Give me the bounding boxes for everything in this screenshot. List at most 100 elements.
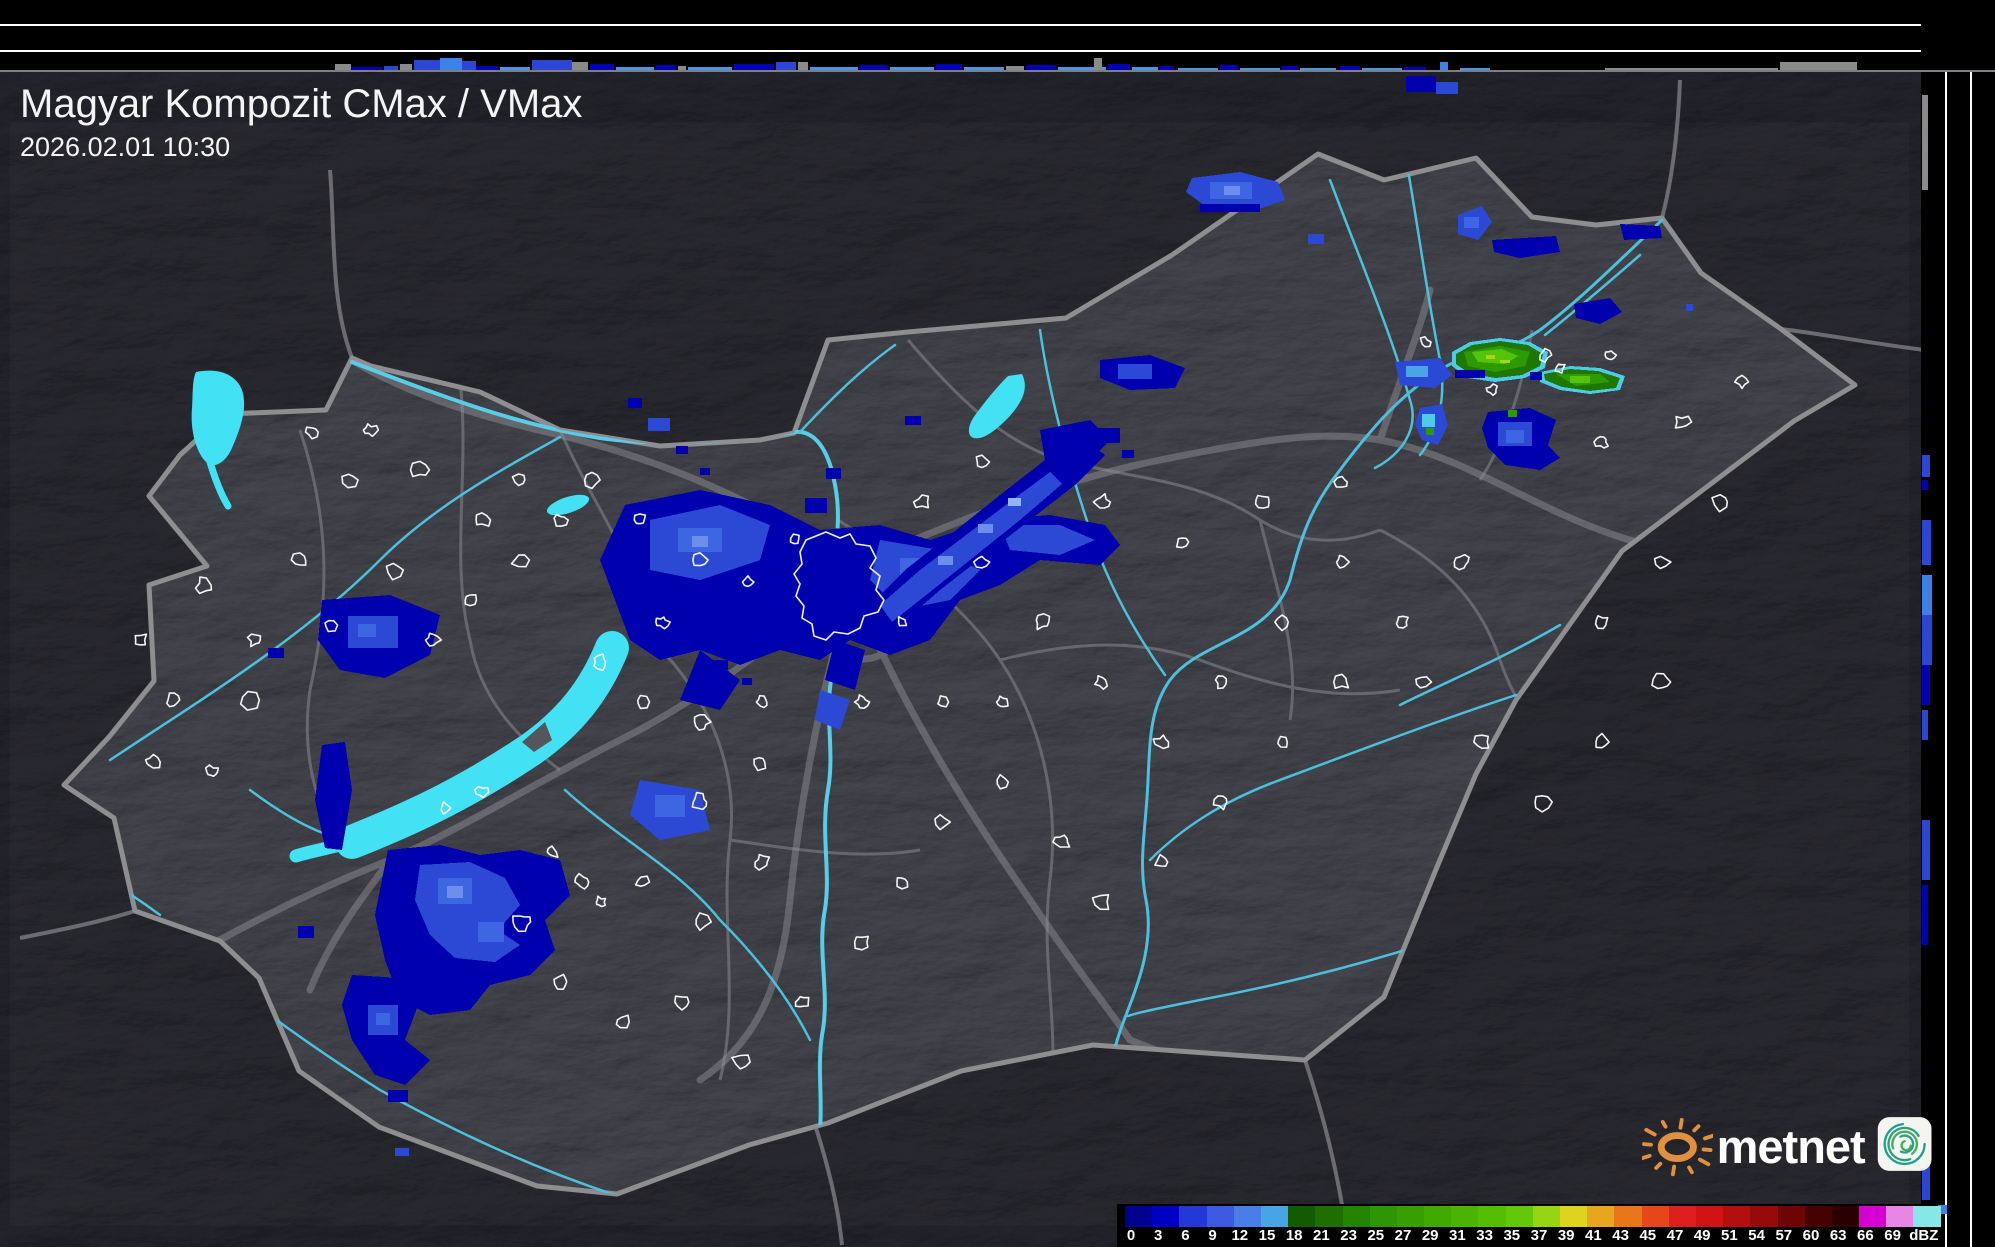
dbz-label-0: 0 <box>1126 1227 1136 1244</box>
dbz-cell-63 <box>1831 1206 1860 1227</box>
town-outline <box>633 513 647 525</box>
dbz-label-49: 49 <box>1693 1227 1711 1244</box>
town-outline <box>1604 350 1618 361</box>
sun-icon <box>1642 1117 1713 1177</box>
town-outline <box>897 616 908 627</box>
town-outline <box>144 753 161 769</box>
dbz-label-12: 12 <box>1231 1227 1249 1244</box>
dbz-cell-15 <box>1260 1206 1289 1227</box>
dbz-cell-33 <box>1478 1206 1506 1227</box>
town-outline <box>246 633 262 648</box>
town-outline <box>693 714 712 731</box>
town-outline <box>424 632 443 647</box>
right-profile-mark <box>1922 885 1928 945</box>
town-outline <box>853 694 871 709</box>
right-profile-mark <box>1922 455 1930 477</box>
town-outline <box>934 814 952 831</box>
dbz-label-23: 23 <box>1340 1227 1357 1244</box>
dbz-label-41: 41 <box>1585 1227 1602 1244</box>
dbz-label-39: 39 <box>1557 1227 1575 1244</box>
top-profile-mark <box>1178 68 1218 70</box>
top-profile-panel <box>0 0 1995 72</box>
dbz-cell-18 <box>1288 1206 1316 1227</box>
right-panel-gridline-10km <box>1970 72 1972 1247</box>
town-outline <box>440 801 452 815</box>
top-profile-mark <box>1006 66 1024 70</box>
dbz-cell-0 <box>1125 1206 1153 1227</box>
top-profile-mark <box>462 61 476 70</box>
dbz-unit-label: dBZ <box>1909 1227 1939 1244</box>
town-outline <box>634 875 651 887</box>
town-outline <box>1595 732 1610 749</box>
dbz-label-43: 43 <box>1612 1227 1629 1244</box>
top-profile-mark <box>1220 65 1238 70</box>
town-outline <box>754 853 771 871</box>
town-outline <box>615 1014 630 1029</box>
metnet-logo: metnet <box>1642 1098 1932 1190</box>
top-profile-mark <box>810 67 858 70</box>
dbz-cell-41 <box>1587 1206 1615 1227</box>
dbz-label-57: 57 <box>1775 1227 1793 1244</box>
town-outline <box>1333 475 1348 488</box>
right-profile-mark <box>1922 520 1931 565</box>
town-outline <box>362 423 380 438</box>
top-profile-mark <box>400 64 412 70</box>
town-outline <box>1333 673 1350 689</box>
town-outline <box>789 533 800 545</box>
top-profile-mark <box>1440 62 1448 70</box>
top-profile-mark <box>1780 62 1857 70</box>
dbz-legend: 0 3 6 9 12 15 18 21 23 25 27 29 31 33 35 37 39 41 43 45 47 49… <box>1117 1204 1941 1247</box>
top-profile-mark <box>384 66 398 70</box>
town-outline <box>1473 734 1490 750</box>
dbz-label-18: 18 <box>1285 1227 1303 1244</box>
town-outline <box>691 791 708 811</box>
dbz-label-25: 25 <box>1367 1227 1385 1244</box>
town-outline <box>475 512 492 527</box>
town-outline <box>1419 336 1432 348</box>
town-outline <box>912 494 930 509</box>
town-outline <box>290 552 307 566</box>
town-outline <box>755 694 768 709</box>
dbz-cell-49 <box>1695 1206 1724 1227</box>
dbz-cell-54 <box>1750 1206 1778 1227</box>
dbz-label-27: 27 <box>1394 1227 1412 1244</box>
town-outline <box>510 554 531 568</box>
town-outline <box>1395 615 1409 629</box>
dbz-cell-43 <box>1614 1206 1642 1227</box>
town-outline <box>1554 363 1566 374</box>
town-outline <box>655 616 671 630</box>
town-outline <box>741 575 755 588</box>
dbz-cell-overflow <box>1913 1206 1941 1227</box>
town-outline <box>511 473 526 487</box>
town-outline <box>937 695 950 708</box>
top-profile-mark <box>335 64 351 70</box>
town-outline <box>1277 735 1288 748</box>
town-outline <box>166 692 181 708</box>
top-profile-mark <box>352 67 382 70</box>
town-outline <box>553 973 568 990</box>
right-profile-mark <box>1922 710 1928 740</box>
dbz-cell-69 <box>1886 1206 1914 1227</box>
dbz-cell-9 <box>1206 1206 1234 1227</box>
dbz-label-6: 6 <box>1181 1227 1190 1244</box>
town-outline <box>583 471 601 490</box>
dbz-cell-3 <box>1152 1206 1180 1227</box>
dbz-label-63: 63 <box>1829 1227 1847 1244</box>
town-outline <box>674 995 690 1011</box>
town-outline <box>474 785 490 799</box>
town-outline <box>1254 494 1270 509</box>
town-outline <box>1653 555 1672 570</box>
dbz-label-21: 21 <box>1313 1227 1330 1244</box>
town-outline <box>1335 554 1350 569</box>
dbz-label-54: 54 <box>1748 1227 1765 1244</box>
dbz-label-51: 51 <box>1721 1227 1738 1244</box>
dbz-cell-6 <box>1179 1206 1207 1227</box>
town-outline <box>304 426 319 440</box>
town-outline <box>794 995 810 1008</box>
town-outline <box>1534 795 1553 813</box>
dbz-cell-60 <box>1804 1206 1832 1227</box>
top-profile-mark <box>1094 58 1102 70</box>
town-outline <box>1734 374 1750 390</box>
town-outline <box>1594 615 1609 630</box>
